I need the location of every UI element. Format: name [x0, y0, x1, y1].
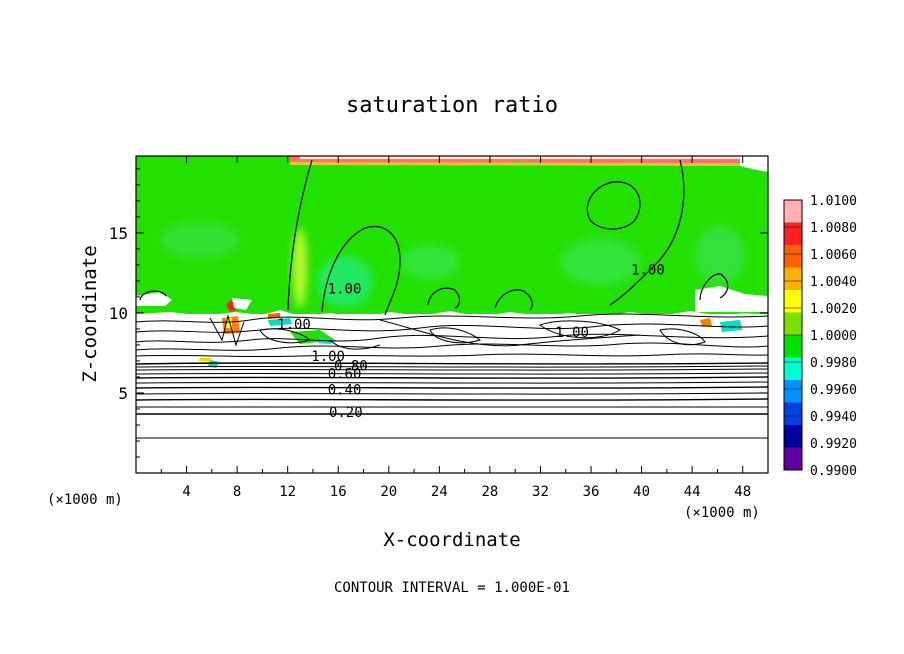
contour-label: 0.60 [328, 367, 362, 383]
contour-label: 1.00 [328, 282, 362, 298]
y-tick-label: 5 [118, 384, 128, 403]
x-axis-label: X-coordinate [383, 529, 520, 551]
colorbar-label: 1.0040 [810, 275, 857, 290]
x-tick-label: 20 [380, 484, 397, 500]
y-axis-label: Z-coordinate [79, 245, 101, 382]
cloud-layer-contours [136, 313, 768, 358]
x-tick-label: 36 [583, 484, 600, 500]
colorbar-label: 1.0020 [810, 302, 857, 317]
colorbar-swatch [784, 312, 802, 336]
colorbar-swatch [784, 200, 802, 223]
x-axis: 4 8 12 16 20 24 28 32 36 40 44 48 [160, 156, 751, 500]
contour-label: 1.00 [631, 262, 665, 278]
contour-labels: 1.001.001.001.001.000.800.600.400.20 [277, 262, 665, 420]
colorbar-swatch [784, 335, 802, 358]
saturated-region [136, 156, 768, 314]
contour-label: 1.00 [555, 325, 589, 341]
x-tick-label: 32 [532, 484, 549, 500]
y-tick-label: 10 [109, 304, 128, 323]
colorbar-swatch [784, 267, 802, 291]
plot-area: 1.001.001.001.001.000.800.600.400.20 [136, 156, 768, 473]
contour-label: 0.40 [328, 383, 362, 399]
x-tick-label: 48 [734, 484, 751, 500]
x-tick-label: 40 [633, 484, 650, 500]
colorbar-label: 1.0000 [810, 329, 857, 344]
colorbar-label: 0.9900 [810, 464, 857, 479]
colorbar-swatch [784, 245, 802, 268]
colorbar-swatch [784, 447, 802, 471]
upper-contours [139, 159, 729, 316]
x-tick-label: 12 [279, 484, 296, 500]
colorbar-label: 1.0100 [810, 194, 857, 209]
x-unit-right: (×1000 m) [684, 505, 760, 521]
y-tick-label: 15 [109, 224, 128, 243]
x-tick-label: 16 [330, 484, 347, 500]
y-axis: 5 10 15 [109, 168, 768, 458]
colorbar-swatch [784, 357, 802, 381]
colorbar-swatch [784, 222, 802, 246]
contour-label: 0.80 [334, 359, 368, 375]
colorbar-label: 0.9980 [810, 356, 857, 371]
colorbar-swatch [784, 380, 802, 403]
x-unit-left: (×1000 m) [47, 492, 123, 508]
chart-title: saturation ratio [346, 93, 558, 118]
colorbar-label: 0.9940 [810, 410, 857, 425]
horizontal-contours [136, 362, 768, 439]
colorbar-label: 0.9920 [810, 437, 857, 452]
x-tick-label: 24 [431, 484, 448, 500]
colorbar-swatch [784, 402, 802, 426]
colorbar-swatch [784, 290, 802, 313]
colorbar: 1.0100 1.0080 1.0060 1.0040 1.0020 1.0000 0.99… [783, 194, 857, 479]
contour-label: 1.00 [277, 317, 311, 333]
plot-frame [135, 155, 769, 474]
color-shading [160, 222, 745, 308]
x-tick-label: 4 [182, 484, 190, 500]
colorbar-label: 1.0060 [810, 248, 857, 263]
x-tick-label: 44 [684, 484, 701, 500]
colorbar-swatch [784, 425, 802, 448]
contour-label: 1.00 [311, 349, 345, 365]
contour-label: 0.20 [329, 405, 363, 421]
x-tick-label: 28 [481, 484, 498, 500]
contour-interval-note: CONTOUR INTERVAL = 1.000E-01 [334, 580, 570, 596]
x-tick-label: 8 [233, 484, 241, 500]
colorbar-label: 1.0080 [810, 221, 857, 236]
colorbar-label: 0.9960 [810, 383, 857, 398]
